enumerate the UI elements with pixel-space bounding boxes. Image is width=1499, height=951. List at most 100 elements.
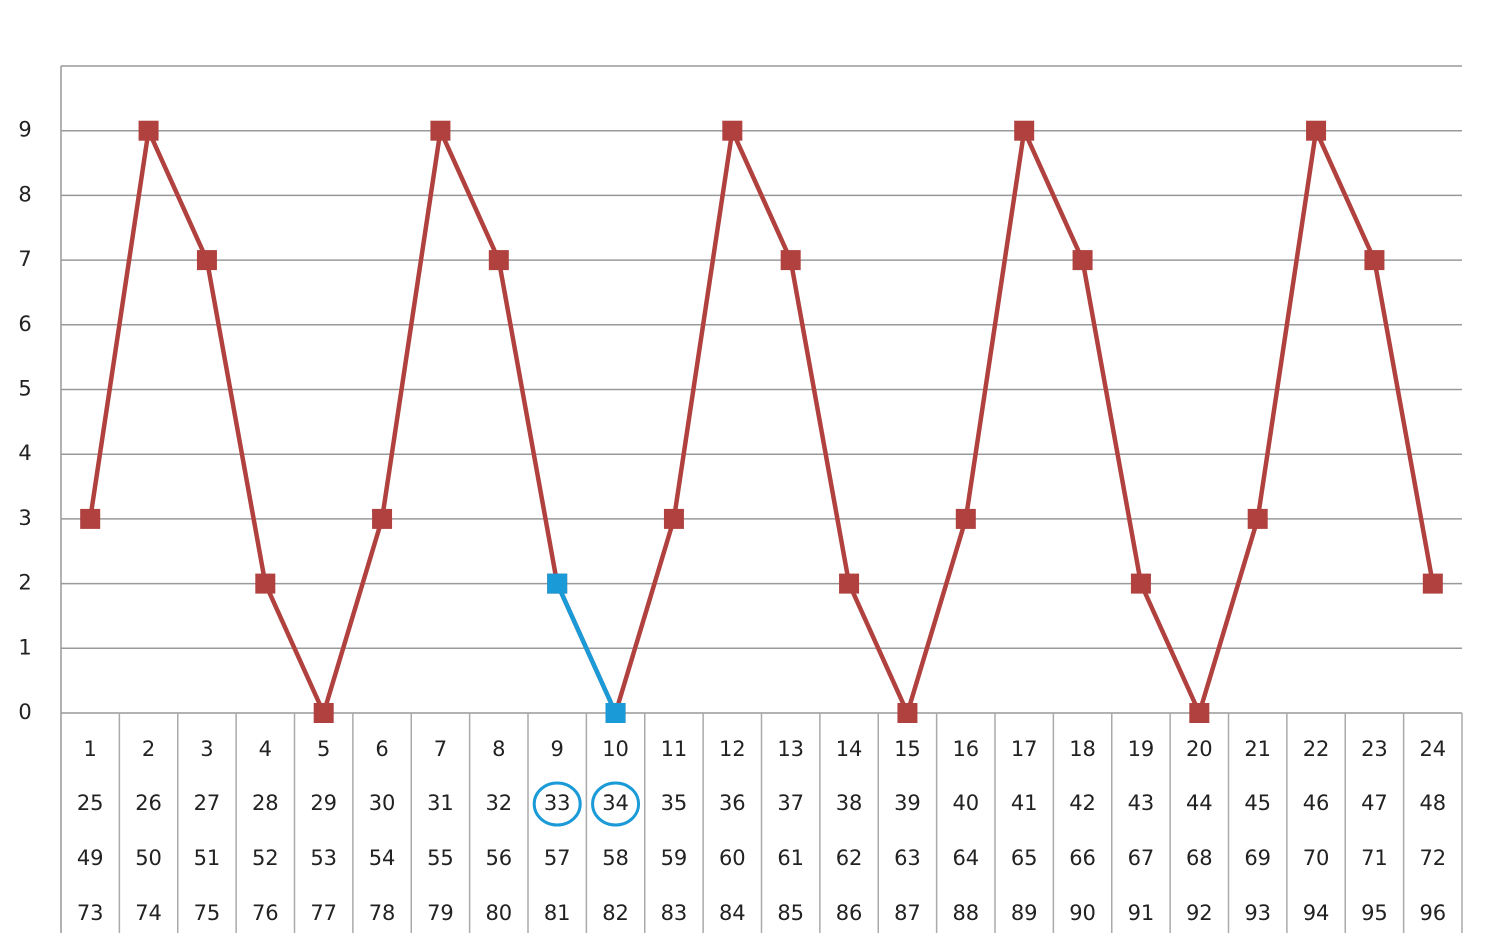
- point-marker: [1014, 120, 1035, 141]
- x-tick-label: 3: [200, 737, 213, 761]
- x-tick-label: 73: [77, 901, 104, 925]
- x-tick-label: 74: [135, 901, 162, 925]
- series-line: [87, 128, 1436, 716]
- x-tick-label: 46: [1303, 791, 1330, 815]
- x-tick-label: 51: [194, 846, 221, 870]
- x-tick-label: 29: [310, 791, 337, 815]
- point-marker: [488, 250, 509, 271]
- x-tick-label: 91: [1128, 901, 1155, 925]
- x-tick-label: 53: [310, 846, 337, 870]
- x-tick-label: 63: [894, 846, 921, 870]
- x-tick-label: 16: [952, 737, 979, 761]
- x-tick-label: 44: [1186, 791, 1213, 815]
- x-tick-label: 62: [836, 846, 863, 870]
- x-tick-label: 55: [427, 846, 454, 870]
- point-marker: [897, 703, 918, 723]
- x-tick-label: 77: [310, 901, 337, 925]
- point-marker: [605, 703, 626, 723]
- x-tick-label: 79: [427, 901, 454, 925]
- x-tick-label: 34: [602, 791, 629, 815]
- x-tick-label: 28: [252, 791, 279, 815]
- x-tick-label: 94: [1303, 901, 1330, 925]
- x-tick-label: 68: [1186, 846, 1213, 870]
- x-tick-label: 67: [1128, 846, 1155, 870]
- x-tick-label: 75: [194, 901, 221, 925]
- y-tick-label: 4: [18, 441, 31, 465]
- x-tick-label: 9: [551, 737, 564, 761]
- x-tick-label: 24: [1419, 737, 1446, 761]
- x-tick-label: 25: [77, 791, 104, 815]
- x-tick-label: 23: [1361, 737, 1388, 761]
- x-tick-label: 32: [485, 791, 512, 815]
- y-tick-label: 0: [18, 700, 31, 724]
- x-tick-label: 15: [894, 737, 921, 761]
- x-tick-label: 81: [544, 901, 571, 925]
- x-tick-label: 42: [1069, 791, 1096, 815]
- x-tick-label: 95: [1361, 901, 1388, 925]
- point-marker: [196, 250, 217, 271]
- x-tick-label: 38: [836, 791, 863, 815]
- point-marker: [663, 508, 684, 529]
- point-marker: [1072, 250, 1093, 271]
- x-tick-label: 78: [369, 901, 396, 925]
- label-circle: [532, 781, 582, 827]
- x-tick-label: 57: [544, 846, 571, 870]
- x-tick-label: 43: [1128, 791, 1155, 815]
- x-tick-label: 40: [952, 791, 979, 815]
- x-tick-label: 11: [661, 737, 688, 761]
- x-tick-label: 26: [135, 791, 162, 815]
- x-tick-label: 66: [1069, 846, 1096, 870]
- x-tick-label: 83: [661, 901, 688, 925]
- x-tick-label: 48: [1419, 791, 1446, 815]
- x-tick-label: 87: [894, 901, 921, 925]
- x-tick-label: 18: [1069, 737, 1096, 761]
- label-circle: [591, 781, 641, 827]
- x-tick-label: 69: [1244, 846, 1271, 870]
- x-tick-label: 86: [836, 901, 863, 925]
- x-tick-label: 37: [777, 791, 804, 815]
- x-tick-label: 54: [369, 846, 396, 870]
- x-tick-label: 20: [1186, 737, 1213, 761]
- x-tick-label: 92: [1186, 901, 1213, 925]
- x-tick-label: 56: [485, 846, 512, 870]
- point-marker: [255, 573, 276, 594]
- x-tick-label: 96: [1419, 901, 1446, 925]
- x-tick-label: 76: [252, 901, 279, 925]
- x-tick-label: 41: [1011, 791, 1038, 815]
- x-tick-label: 45: [1244, 791, 1271, 815]
- series-line: [555, 582, 618, 714]
- x-tick-label: 21: [1244, 737, 1271, 761]
- y-tick-label: 2: [18, 571, 31, 595]
- point-marker: [780, 250, 801, 271]
- x-tick-label: 71: [1361, 846, 1388, 870]
- x-tick-label: 50: [135, 846, 162, 870]
- y-tick-label: 7: [18, 247, 31, 271]
- x-tick-label: 31: [427, 791, 454, 815]
- x-tick-label: 10: [602, 737, 629, 761]
- x-tick-label: 82: [602, 901, 629, 925]
- x-tick-label: 70: [1303, 846, 1330, 870]
- x-tick-label: 1: [84, 737, 97, 761]
- x-tick-label: 30: [369, 791, 396, 815]
- x-tick-label: 72: [1419, 846, 1446, 870]
- x-tick-label: 52: [252, 846, 279, 870]
- x-tick-label: 59: [661, 846, 688, 870]
- x-tick-label: 39: [894, 791, 921, 815]
- x-tick-label: 84: [719, 901, 746, 925]
- x-tick-label: 90: [1069, 901, 1096, 925]
- x-tick-label: 27: [194, 791, 221, 815]
- x-tick-label: 35: [661, 791, 688, 815]
- point-marker: [547, 573, 568, 594]
- point-marker: [138, 120, 159, 141]
- point-marker: [1130, 573, 1151, 594]
- x-tick-label: 85: [777, 901, 804, 925]
- x-tick-label: 88: [952, 901, 979, 925]
- x-tick-label: 22: [1303, 737, 1330, 761]
- x-tick-label: 7: [434, 737, 447, 761]
- y-tick-label: 3: [18, 506, 31, 530]
- x-tick-label: 19: [1128, 737, 1155, 761]
- y-tick-label: 1: [18, 635, 31, 659]
- y-tick-label: 5: [18, 377, 31, 401]
- point-marker: [955, 508, 976, 529]
